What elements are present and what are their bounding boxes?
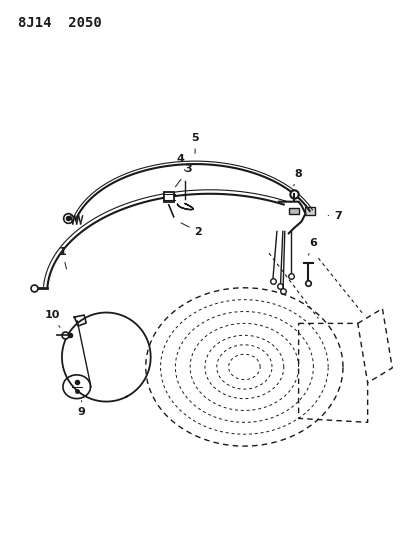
Text: 8: 8 <box>294 169 302 186</box>
Text: 10: 10 <box>44 311 60 327</box>
Text: 6: 6 <box>308 238 317 255</box>
Polygon shape <box>305 207 315 215</box>
Text: 1: 1 <box>58 247 66 269</box>
Text: 9: 9 <box>78 401 86 417</box>
Text: 5: 5 <box>191 133 199 154</box>
Text: 8J14  2050: 8J14 2050 <box>18 15 101 30</box>
Text: 3: 3 <box>175 164 192 187</box>
Text: 7: 7 <box>328 211 342 221</box>
Text: 4: 4 <box>176 154 185 171</box>
Text: 2: 2 <box>181 223 202 237</box>
Polygon shape <box>289 208 299 214</box>
